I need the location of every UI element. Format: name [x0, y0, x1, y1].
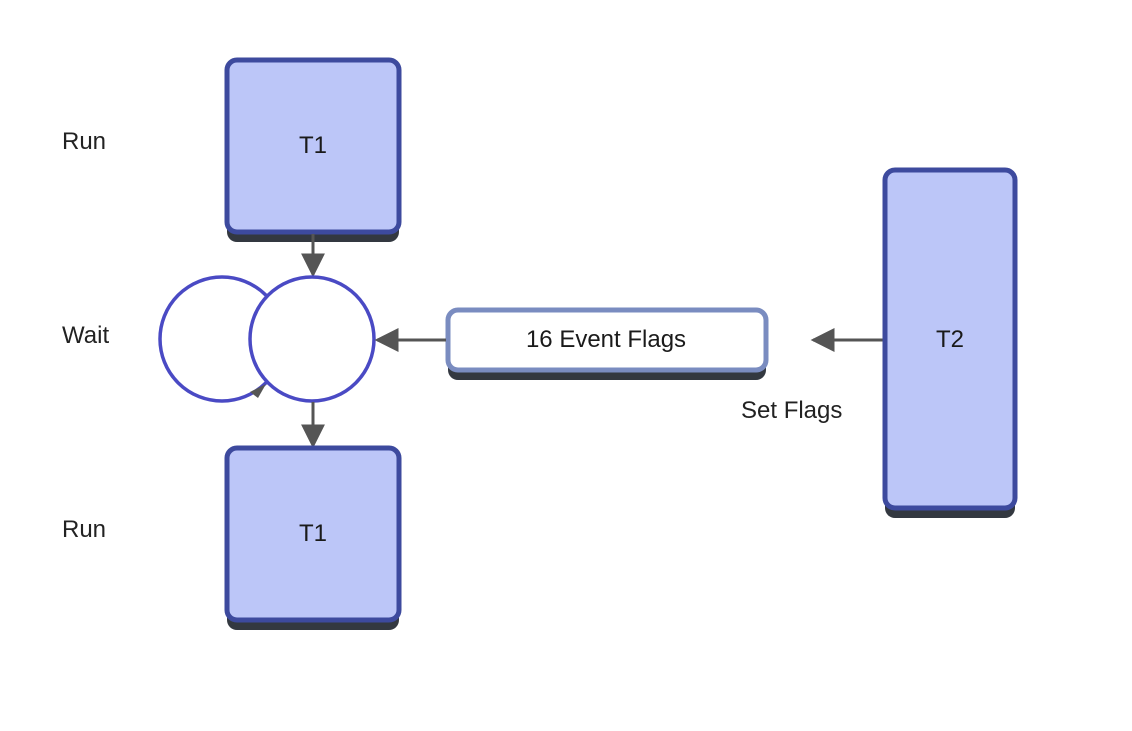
task-box-t2: T2 — [882, 167, 1018, 518]
task-label-t1-bottom: T1 — [299, 520, 327, 547]
state-label-run-top: Run — [62, 128, 106, 155]
set-flags-label: Set Flags — [741, 397, 842, 424]
loop-arrowhead-icon — [250, 384, 266, 398]
wait-circle — [248, 275, 376, 403]
event-flags-box: 16 Event Flags — [445, 307, 769, 380]
task-label-t1-top: T1 — [299, 132, 327, 159]
event-flags-label: 16 Event Flags — [526, 326, 686, 353]
state-label-run-bottom: Run — [62, 516, 106, 543]
task-label-t2: T2 — [936, 326, 964, 353]
state-label-wait: Wait — [62, 322, 109, 349]
task-box-t1-bottom: T1 — [224, 445, 402, 630]
task-box-t1-top: T1 — [224, 57, 402, 242]
